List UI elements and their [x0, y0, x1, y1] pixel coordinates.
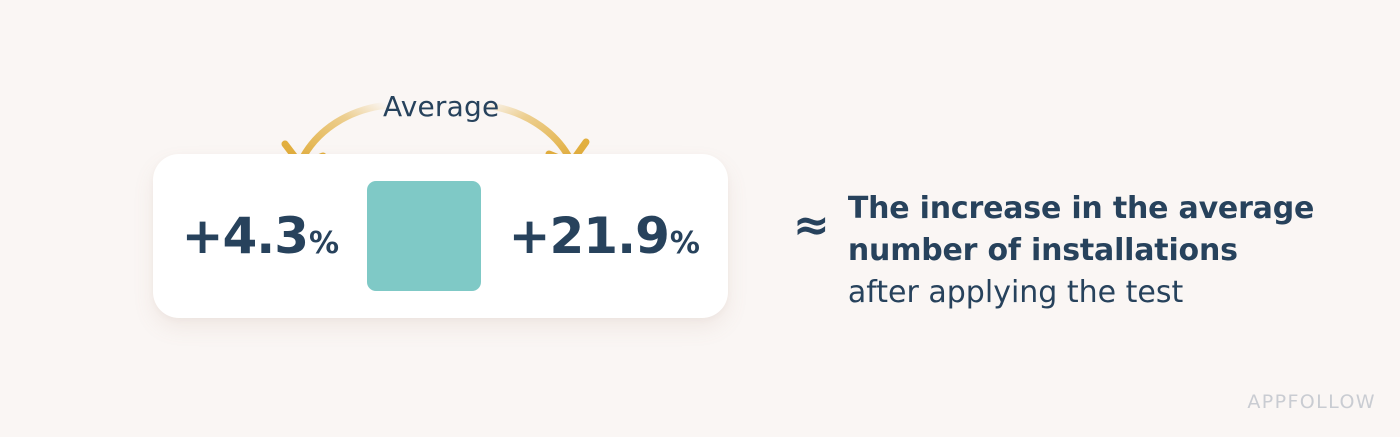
average-label: Average: [383, 90, 500, 123]
explanation-text: The increase in the average number of in…: [848, 188, 1314, 314]
metric-before-value: +4.3: [181, 207, 309, 265]
teal-swatch: [366, 181, 481, 291]
explanation-line-3: after applying the test: [847, 275, 1184, 310]
explanation-line-1: The increase in the average: [847, 191, 1315, 226]
metric-after: +21.9%: [509, 211, 700, 261]
metric-after-value: +21.9: [508, 207, 670, 265]
approximately-equal-icon: ≈: [793, 200, 830, 251]
metric-after-unit: %: [669, 226, 700, 261]
metric-before-unit: %: [309, 226, 339, 261]
appfollow-watermark: APPFOLLOW: [1247, 391, 1376, 413]
explanation-line-2: number of installations: [847, 233, 1238, 268]
metric-card: +4.3% +21.9%: [153, 154, 728, 318]
explanation-block: ≈ The increase in the average number of …: [793, 188, 1314, 314]
metric-before: +4.3%: [181, 207, 340, 265]
metric-row: +4.3% +21.9%: [153, 181, 728, 291]
